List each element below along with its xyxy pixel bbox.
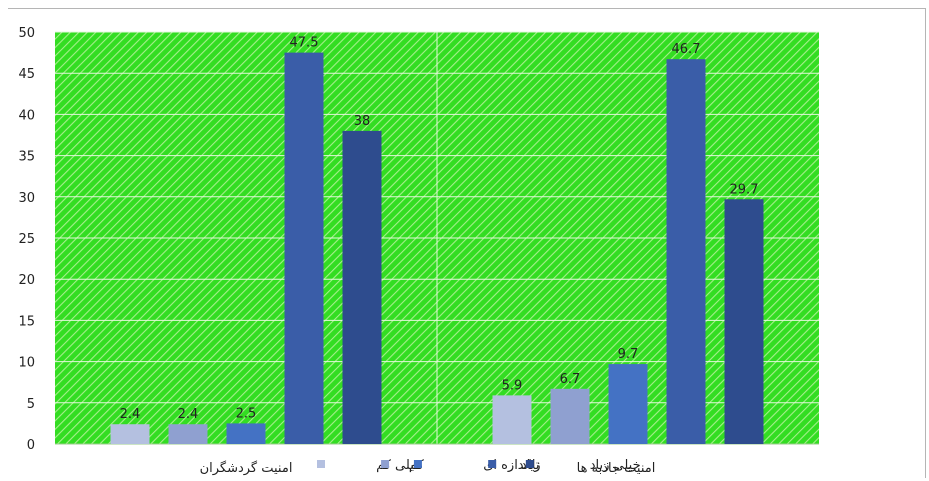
bar [724,199,764,444]
legend-label: خیلی زیاد [590,458,641,473]
bar [168,424,208,444]
bar [110,424,150,444]
category-labels: امنیت گردشگران امنیت جاذبه ها [200,460,656,476]
legend-swatch [413,460,422,468]
data-labels: 2.4 2.4 2.5 47.5 38 5.9 6.7 9.7 46.7 29.7 [120,36,759,423]
bar [492,395,532,444]
category-label: امنیت گردشگران [200,460,293,476]
legend-swatch [488,460,497,468]
y-tick-label: 10 [18,356,35,371]
legend: خیلی کمکمتااندازه ایزیادخیلی زیاد [317,458,641,473]
bar [284,52,324,444]
y-tick-label: 45 [18,67,35,82]
y-tick-label: 35 [18,150,35,165]
bars [110,52,764,444]
y-tick-label: 30 [18,191,35,206]
legend-swatch [381,460,390,468]
data-label: 47.5 [290,36,319,51]
data-label: 29.7 [730,182,759,197]
legend-label: تااندازه ای [483,458,540,473]
data-label: 6.7 [560,372,581,387]
bar [550,388,590,444]
chart-frame [8,8,926,478]
y-tick-label: 25 [18,232,35,247]
data-label: 9.7 [618,347,639,362]
y-tick-label: 50 [18,26,35,41]
y-tick-label: 20 [18,273,35,288]
data-label: 5.9 [502,378,523,393]
y-tick-label: 5 [27,397,35,412]
data-label: 2.4 [120,407,141,422]
bar [608,364,648,444]
y-tick-label: 40 [18,108,35,123]
data-label: 38 [354,114,371,129]
y-axis: 0 5 10 15 20 25 30 35 40 45 50 [18,26,35,453]
legend-swatch [317,460,325,468]
data-label: 46.7 [672,42,701,57]
category-label: امنیت جاذبه ها [577,461,656,476]
data-label: 2.5 [236,406,257,421]
y-tick-label: 15 [18,314,35,329]
bar [226,423,266,444]
data-label: 2.4 [178,407,199,422]
bar [666,59,706,444]
bar [342,130,382,444]
legend-swatch [525,460,534,468]
y-tick-label: 0 [27,438,35,453]
